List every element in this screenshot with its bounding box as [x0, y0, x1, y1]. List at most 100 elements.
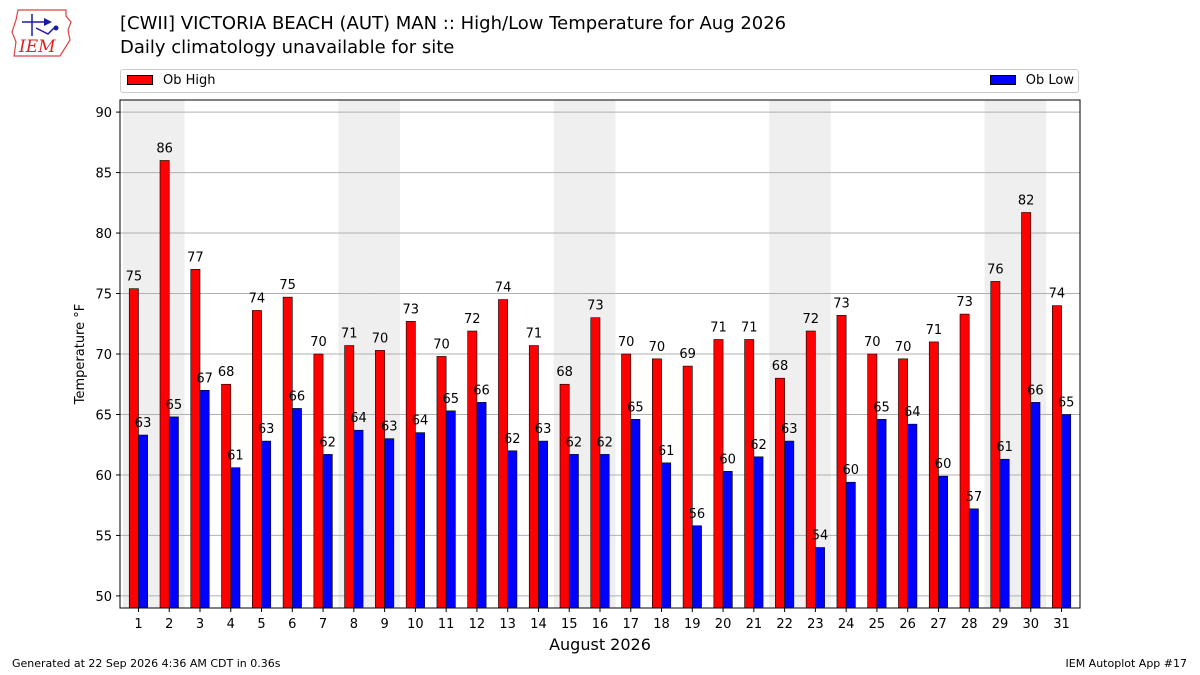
x-tick-label: 7	[319, 617, 327, 632]
bar-ob-high	[682, 365, 693, 609]
data-label-ob-high: 76	[987, 262, 1004, 277]
data-label-ob-low: 60	[935, 457, 952, 472]
bar-ob-high	[282, 296, 293, 609]
bar-ob-high	[744, 339, 755, 609]
chart-subtitle: Daily climatology unavailable for site	[120, 37, 455, 58]
data-label-ob-low: 66	[1027, 383, 1044, 398]
data-label-ob-high: 77	[187, 250, 204, 265]
bar-ob-high	[252, 310, 262, 609]
bar-ob-low	[968, 508, 979, 609]
data-label-ob-low: 57	[966, 490, 983, 505]
bar-ob-low	[138, 434, 148, 609]
x-tick-label: 28	[961, 617, 978, 632]
y-tick-label: 80	[95, 227, 112, 242]
data-label-ob-high: 86	[156, 141, 173, 156]
y-tick-label: 75	[95, 288, 112, 303]
legend-item-ob-high: Ob High	[127, 73, 216, 89]
data-label-ob-low: 63	[781, 422, 798, 437]
data-label-ob-high: 68	[218, 365, 235, 380]
bar-ob-high	[159, 160, 170, 609]
data-label-ob-low: 62	[319, 435, 336, 450]
x-tick-label: 18	[653, 617, 670, 632]
data-label-ob-high: 70	[433, 337, 450, 352]
data-label-ob-low: 65	[1058, 395, 1075, 410]
bar-ob-high	[590, 317, 601, 609]
bar-ob-high	[621, 353, 632, 609]
bar-ob-low	[753, 456, 764, 609]
x-axis-label: August 2026	[549, 635, 651, 654]
data-label-ob-low: 63	[535, 422, 552, 437]
data-label-ob-high: 72	[802, 312, 819, 327]
data-label-ob-low: 62	[596, 435, 613, 450]
bar-ob-high	[467, 330, 478, 609]
iem-logo: IEM	[11, 9, 72, 57]
y-tick-label: 90	[95, 106, 112, 121]
x-tick-label: 24	[838, 617, 855, 632]
bar-ob-high	[836, 314, 847, 609]
bar-ob-low	[815, 547, 825, 609]
data-label-ob-low: 63	[258, 422, 275, 437]
y-tick-label: 55	[95, 529, 112, 544]
x-tick-label: 15	[561, 617, 578, 632]
data-label-ob-low: 64	[350, 411, 367, 426]
legend-swatch-ob-low	[989, 75, 1016, 85]
data-label-ob-low: 63	[381, 420, 398, 435]
data-label-ob-high: 70	[864, 335, 881, 350]
data-label-ob-high: 70	[649, 340, 666, 355]
bar-ob-high	[498, 299, 508, 609]
bar-ob-high	[221, 383, 232, 609]
data-label-ob-low: 66	[473, 383, 490, 398]
chart-title: [CWII] VICTORIA BEACH (AUT) MAN :: High/…	[120, 13, 787, 34]
bar-ob-low	[722, 471, 733, 609]
data-label-ob-low: 61	[658, 444, 675, 459]
bar-ob-low	[445, 410, 456, 609]
x-tick-label: 25	[869, 617, 886, 632]
legend-item-ob-low: Ob Low	[989, 73, 1074, 89]
bar-ob-high	[775, 377, 785, 609]
data-label-ob-high: 71	[741, 320, 758, 335]
data-label-ob-high: 71	[526, 327, 543, 342]
data-label-ob-low: 66	[289, 389, 306, 404]
data-label-ob-high: 72	[464, 312, 481, 327]
bar-ob-low	[692, 525, 702, 609]
data-label-ob-high: 68	[556, 365, 573, 380]
bar-ob-low	[845, 481, 856, 609]
y-tick-label: 65	[95, 408, 112, 423]
x-tick-label: 14	[530, 617, 547, 632]
bar-ob-high	[898, 358, 908, 609]
x-tick-label: 29	[992, 617, 1009, 632]
bar-ob-high	[559, 383, 570, 609]
data-label-ob-low: 65	[627, 400, 644, 415]
bar-ob-low	[538, 440, 548, 609]
x-tick-label: 12	[469, 617, 486, 632]
bar-ob-high	[1021, 212, 1032, 609]
bar-ob-low	[292, 408, 302, 609]
bar-ob-low	[907, 423, 918, 609]
x-tick-label: 20	[715, 617, 732, 632]
bar-ob-low	[938, 475, 948, 609]
bar-ob-high	[805, 330, 816, 609]
bar-ob-high	[652, 358, 662, 609]
data-label-ob-low: 54	[812, 529, 829, 544]
data-label-ob-high: 71	[926, 323, 943, 338]
x-tick-label: 3	[196, 617, 204, 632]
data-label-ob-high: 70	[372, 331, 389, 346]
bar-ob-low	[261, 440, 272, 609]
data-label-ob-high: 75	[279, 278, 296, 293]
bar-ob-high	[375, 350, 385, 609]
data-label-ob-low: 62	[504, 432, 521, 447]
bar-ob-low	[568, 454, 579, 609]
x-tick-label: 22	[776, 617, 793, 632]
data-label-ob-high: 74	[1049, 287, 1066, 302]
bar-ob-low	[384, 438, 395, 609]
bar-ob-high	[344, 345, 355, 609]
bar-ob-high	[713, 339, 724, 609]
data-label-ob-high: 70	[618, 335, 635, 350]
x-tick-label: 13	[499, 617, 516, 632]
bar-ob-high	[313, 353, 324, 609]
legend-label-ob-high: Ob High	[163, 73, 216, 88]
bar-ob-high	[928, 341, 939, 609]
x-tick-label: 1	[134, 617, 142, 632]
data-label-ob-low: 65	[166, 398, 183, 413]
